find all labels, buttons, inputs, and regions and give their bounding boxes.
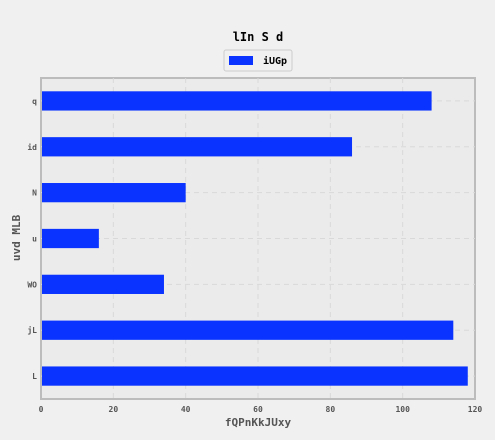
y-tick-label: jL xyxy=(27,325,37,335)
x-axis-label: fQPnKkJUxy xyxy=(225,416,292,429)
bar-L xyxy=(42,366,468,386)
bars xyxy=(42,91,468,386)
y-tick-labels: q id Nu WO jL L xyxy=(27,97,37,381)
bar-jL xyxy=(42,320,454,340)
legend-box xyxy=(223,49,293,72)
y-tick-label: u xyxy=(32,235,37,244)
bar-WO xyxy=(42,274,164,294)
y-axis-label: uvd MLB xyxy=(10,214,23,261)
x-tick-label: 120 xyxy=(468,405,483,414)
x-tick-label: 20 xyxy=(109,405,119,414)
y-tick-label: WO xyxy=(27,280,37,289)
legend: iUGp xyxy=(223,49,293,72)
legend-swatch xyxy=(229,56,253,65)
y-tick-label: N xyxy=(32,189,37,198)
x-tick-label: 0 xyxy=(39,405,44,414)
chart-title: lIn S d xyxy=(233,30,284,44)
bar-N xyxy=(42,183,186,203)
y-tick-label: id xyxy=(27,142,37,152)
x-tick-label: 100 xyxy=(395,405,410,414)
x-tick-label: 80 xyxy=(326,405,336,414)
bar-q xyxy=(42,91,432,111)
legend-label: iUGp xyxy=(263,55,287,67)
x-tick-label: 60 xyxy=(253,405,263,414)
x-tick-label: 40 xyxy=(181,405,191,414)
x-tick-labels: 0 20 40 60 80 100 120 xyxy=(39,405,483,414)
bar-u xyxy=(42,228,99,249)
y-tick-label: q xyxy=(32,97,37,106)
y-tick-label: L xyxy=(32,372,37,381)
bar-id xyxy=(42,137,353,157)
